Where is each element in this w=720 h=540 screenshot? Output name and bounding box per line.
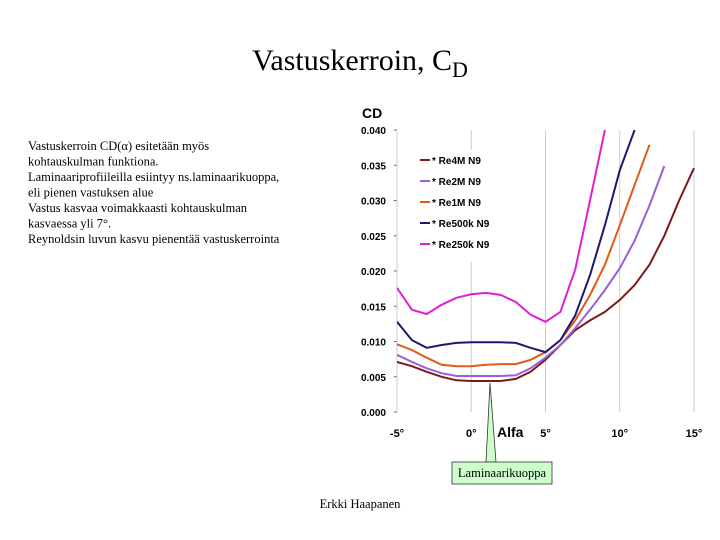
series-line: [397, 165, 666, 377]
y-tick-label: 0.015: [361, 302, 386, 313]
body-line: kasvaessa yli 7°.: [28, 217, 111, 231]
legend-label: * Re250k N9: [432, 240, 490, 251]
legend-box: [418, 150, 510, 262]
series-line: [397, 130, 606, 323]
body-line: Laminaariprofiileilla esiintyy ns.lamina…: [28, 170, 279, 184]
chart: CD Alfa 0.000 0.005 0.010 0.015 0.020 0.025 0.03…: [361, 105, 702, 440]
footer: Erkki Haapanen: [320, 497, 402, 511]
callout-text: Laminaarikuoppa: [458, 466, 547, 480]
y-tick-label: 0.035: [361, 161, 386, 172]
legend-label: * Re4M N9: [432, 156, 481, 167]
body-line: Vastuskerroin CD(α) esitetään myös: [28, 139, 209, 153]
y-axis-label: CD: [362, 105, 382, 121]
x-tick-label: -5°: [390, 428, 404, 440]
x-axis-label: Alfa: [497, 424, 524, 440]
legend-label: * Re2M N9: [432, 177, 481, 188]
legend-label: * Re500k N9: [432, 219, 490, 230]
y-tick-label: 0.040: [361, 126, 386, 137]
y-tick-label: 0.020: [361, 267, 386, 278]
series-line: [397, 144, 651, 368]
title-sub: D: [452, 57, 468, 82]
title-main: Vastuskerroin, C: [252, 44, 452, 77]
callout-pointer: [485, 382, 497, 463]
y-tick-label: 0.010: [361, 338, 386, 349]
callout-box: [451, 461, 553, 485]
series-line: [397, 167, 695, 382]
y-tick-label: 0.025: [361, 232, 386, 243]
y-tick-label: 0.030: [361, 197, 386, 208]
y-tick-label: 0.005: [361, 373, 386, 384]
series-line: [397, 130, 636, 354]
slide-title: Vastuskerroin, CD: [252, 44, 468, 82]
body-line: Vastus kasvaa voimakkaasti kohtauskulman: [28, 201, 248, 215]
x-tick-label: 5°: [540, 428, 551, 440]
legend-label: * Re1M N9: [432, 198, 481, 209]
y-tick-label: 0.000: [361, 408, 386, 419]
body-text: Vastuskerroin CD(α) esitetään myös kohtau…: [28, 139, 280, 246]
body-line: Reynoldsin luvun kasvu pienentää vastusk…: [28, 232, 280, 246]
body-line: kohtauskulman funktiona.: [28, 155, 159, 169]
body-line: eli pienen vastuksen alue: [28, 186, 154, 200]
x-tick-label: 0°: [466, 428, 477, 440]
x-tick-label: 15°: [686, 428, 703, 440]
x-tick-label: 10°: [611, 428, 628, 440]
